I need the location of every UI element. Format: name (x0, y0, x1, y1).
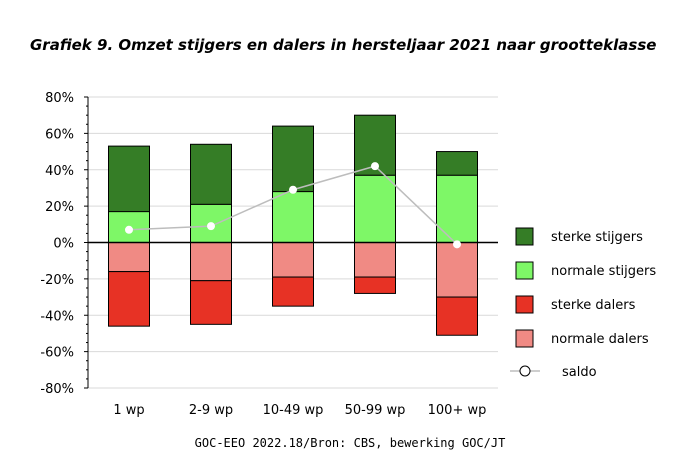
bar-sterke-stijgers (436, 151, 478, 176)
y-axis: 80% 60% 40% 20% 0% -20% -40% -60% -80% (40, 91, 89, 397)
legend-swatch (515, 261, 534, 280)
bar-sterke-dalers (190, 280, 232, 325)
bar-normale-stijgers (436, 174, 478, 243)
x-axis: 1 wp 2-9 wp 10-49 wp 50-99 wp 100+ wp (113, 403, 486, 418)
source-note: GOC-EEO 2022.18/Bron: CBS, bewerking GOC… (194, 436, 506, 450)
chart-title: Grafiek 9. Omzet stijgers en dalers in h… (30, 36, 657, 54)
bars (108, 114, 478, 336)
bar-sterke-dalers (272, 276, 314, 307)
y-tick-label: 80% (45, 91, 74, 106)
y-tick-label: -40% (40, 309, 74, 324)
y-tick-label: 60% (45, 127, 74, 142)
legend-saldo-marker (519, 365, 531, 377)
legend-label: sterke stijgers (551, 230, 643, 245)
saldo-point (125, 225, 133, 234)
x-tick-label: 10-49 wp (263, 403, 324, 418)
y-tick-label: -60% (40, 346, 74, 361)
saldo-point (207, 222, 215, 231)
bar-sterke-stijgers (272, 125, 314, 193)
saldo-line (125, 162, 461, 249)
bar-normale-dalers (272, 242, 314, 278)
legend-swatch (515, 227, 534, 246)
saldo-point (289, 185, 297, 194)
bar-normale-stijgers (272, 191, 314, 243)
legend-label: saldo (562, 365, 597, 380)
legend-label: normale stijgers (551, 264, 656, 279)
y-tick-label: 0% (53, 237, 74, 252)
y-tick-label: -80% (40, 382, 74, 397)
bar-sterke-dalers (354, 276, 396, 294)
saldo-point (453, 240, 461, 249)
legend: sterke stijgers normale stijgers sterke da… (510, 227, 656, 380)
y-tick-label: 20% (45, 200, 74, 215)
x-tick-label: 2-9 wp (189, 403, 233, 418)
legend-label: normale dalers (551, 332, 649, 347)
bar-sterke-stijgers (190, 143, 232, 205)
legend-swatch (515, 329, 534, 348)
y-tick-label: -20% (40, 273, 74, 288)
bar-normale-dalers (354, 242, 396, 278)
y-tick-label: 40% (45, 164, 74, 179)
bar-sterke-dalers (108, 271, 150, 327)
x-tick-label: 50-99 wp (345, 403, 406, 418)
x-tick-label: 100+ wp (428, 403, 487, 418)
bar-normale-dalers (436, 242, 478, 298)
x-tick-label: 1 wp (113, 403, 144, 418)
bar-normale-stijgers (354, 174, 396, 243)
bar-normale-dalers (190, 242, 232, 282)
bar-normale-dalers (108, 242, 150, 273)
saldo-point (371, 162, 379, 171)
bar-sterke-dalers (436, 296, 478, 336)
bar-sterke-stijgers (108, 145, 150, 213)
legend-swatch (515, 295, 534, 314)
legend-label: sterke dalers (551, 298, 636, 313)
